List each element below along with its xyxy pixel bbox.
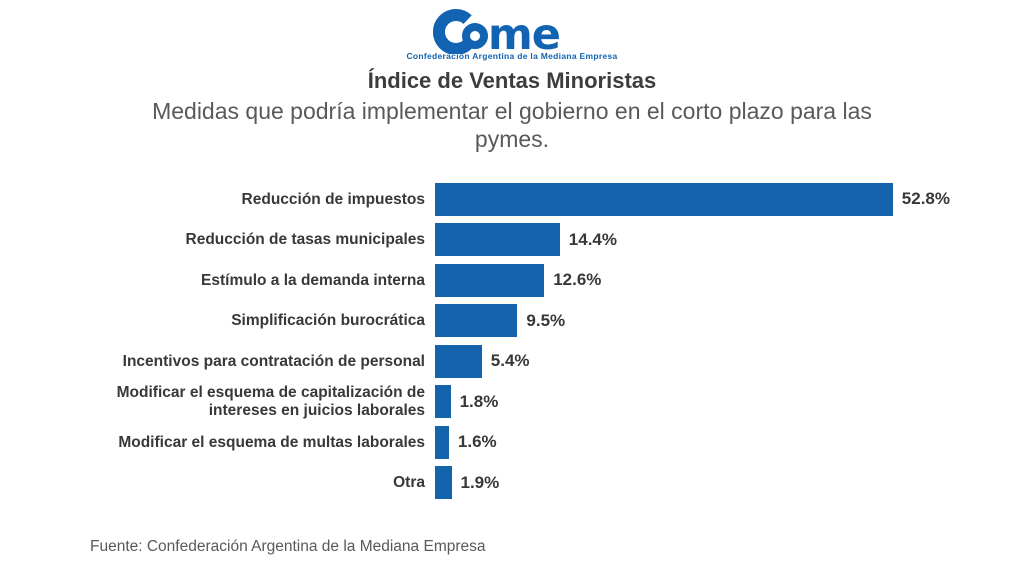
chart-row: Reducción de tasas municipales 14.4% [90,220,1024,261]
category-label: Simplificación burocrática [231,312,425,330]
value-label: 5.4% [490,351,530,371]
bar [435,466,452,500]
bar [435,344,482,378]
bar [435,263,545,297]
source-note: Fuente: Confederación Argentina de la Me… [90,538,486,555]
value-label: 52.8% [901,189,950,209]
bar-area: 1.6% [435,425,1024,459]
bar-area: 1.9% [435,466,1024,500]
category-label: Modificar el esquema de capitalización d… [116,384,425,419]
chart-row: Incentivos para contratación de personal… [90,341,1024,382]
chart-row: Estímulo a la demanda interna 12.6% [90,260,1024,301]
chart-row: Otra 1.9% [90,463,1024,504]
came-logo: me Confederación Argentina de la Mediana… [0,0,1024,61]
value-label: 1.6% [457,432,497,452]
value-label: 9.5% [526,310,566,330]
bar-area: 9.5% [435,304,1024,338]
category-label: Reducción de tasas municipales [185,231,425,249]
bar-area: 14.4% [435,223,1024,257]
bar [435,385,451,419]
chart-row: Modificar el esquema de capitalización d… [90,382,1024,423]
category-label: Reducción de impuestos [241,190,425,208]
bar-area: 1.8% [435,385,1024,419]
category-label: Otra [393,474,425,492]
category-label: Estímulo a la demanda interna [201,271,425,289]
bar-area: 52.8% [435,182,1024,216]
category-label: Incentivos para contratación de personal [122,352,425,370]
chart-row: Simplificación burocrática 9.5% [90,301,1024,342]
chart-row: Modificar el esquema de multas laborales… [90,422,1024,463]
page-title: Índice de Ventas Minoristas [367,68,657,93]
value-label: 1.8% [459,391,499,411]
logo-tagline: Confederación Argentina de la Mediana Em… [406,51,618,61]
value-label: 1.9% [460,472,500,492]
bar-chart-rows: Reducción de impuestos 52.8% Reducción de … [90,179,1024,503]
bar-area: 5.4% [435,344,1024,378]
value-label: 14.4% [568,229,617,249]
bar-area: 12.6% [435,263,1024,297]
bar [435,223,560,257]
logo-wordmark-text: me [488,10,560,54]
value-label: 12.6% [553,270,602,290]
bar [435,182,893,216]
category-label: Modificar el esquema de multas laborales [118,433,425,451]
chart-row: Reducción de impuestos 52.8% [90,179,1024,220]
bar-chart: Reducción de impuestos 52.8% Reducción de … [0,179,1024,503]
bar [435,304,518,338]
bar [435,425,449,459]
page-subtitle: Medidas que podría implementar el gobier… [152,98,872,153]
came-logo-icon: me [433,9,561,54]
